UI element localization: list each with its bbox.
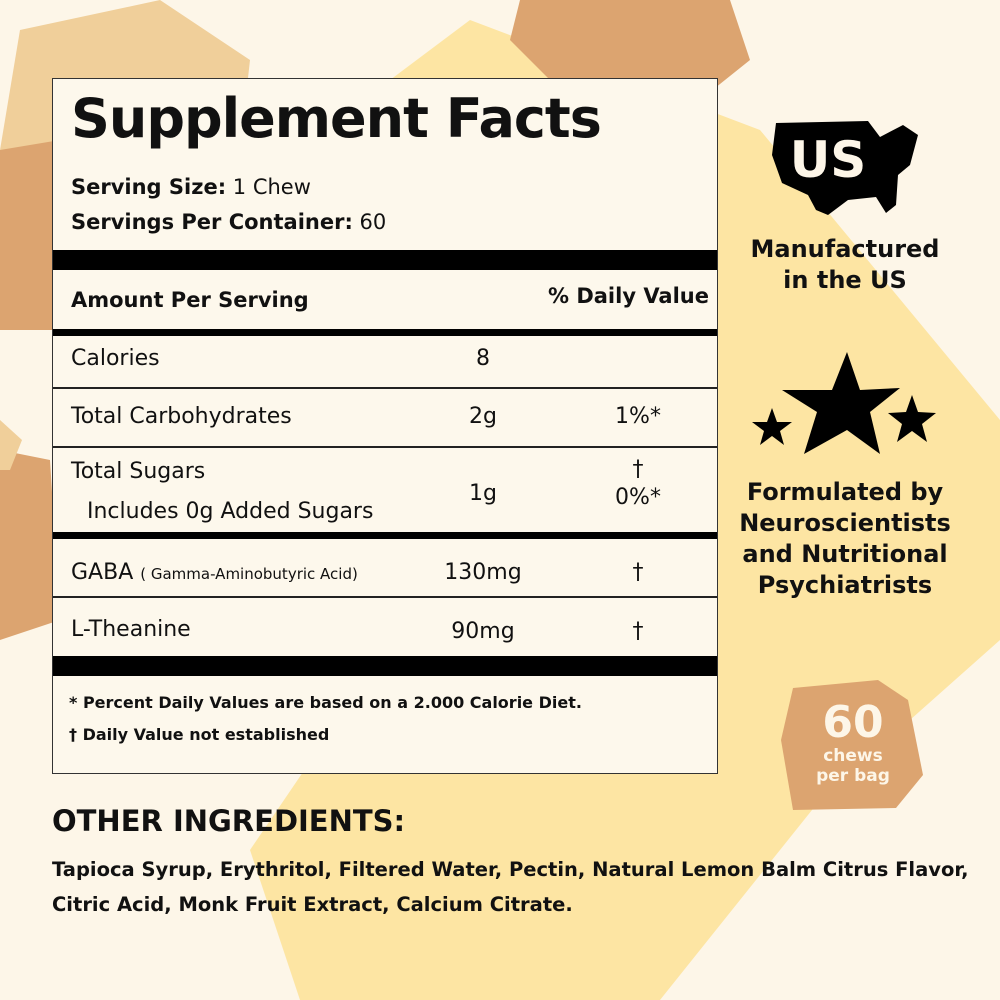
count-number: 60	[822, 697, 884, 748]
formulated-line: and Nutritional	[742, 540, 948, 568]
row-gaba-name: GABA ( Gamma-Aminobutyric Acid)	[71, 560, 358, 585]
thick-divider	[53, 250, 717, 270]
other-ingredients-heading: OTHER INGREDIENTS:	[52, 804, 406, 838]
us-map-icon: US	[772, 121, 918, 215]
row-carbs-name: Total Carbohydrates	[71, 404, 292, 429]
stars-icon	[752, 352, 936, 454]
count-line: per bag	[816, 766, 890, 786]
row-divider	[53, 596, 717, 598]
formulated-badge: Formulated by Neuroscientists and Nutrit…	[715, 477, 975, 601]
row-added-sugars: Includes 0g Added Sugars	[87, 499, 374, 524]
supplement-facts-panel: Supplement Facts Serving Size: 1 Chew Se…	[52, 78, 718, 774]
manufactured-badge: Manufactured in the US	[715, 234, 975, 296]
footnote-percent: * Percent Daily Values are based on a 2.…	[69, 693, 582, 712]
formulated-line: Formulated by	[746, 478, 944, 506]
thick-divider	[53, 656, 717, 676]
gaba-note: ( Gamma-Aminobutyric Acid)	[140, 565, 358, 583]
manufactured-line: in the US	[783, 266, 907, 294]
servings-label: Servings Per Container:	[71, 210, 353, 234]
formulated-line: Neuroscientists	[739, 509, 951, 537]
other-ingredients-text: Tapioca Syrup, Erythritol, Filtered Wate…	[52, 858, 969, 916]
serving-size-value: 1 Chew	[232, 175, 311, 199]
medium-divider	[53, 329, 717, 336]
row-gaba-dv: †	[632, 560, 644, 585]
row-divider	[53, 446, 717, 448]
count-badge: 60 chews per bag	[778, 697, 928, 787]
serving-size-label: Serving Size:	[71, 175, 227, 199]
formulated-line: Psychiatrists	[757, 571, 933, 599]
row-sugars-name: Total Sugars	[71, 459, 206, 484]
manufactured-line: Manufactured	[750, 235, 940, 263]
row-divider	[53, 387, 717, 389]
row-theanine-amount: 90mg	[451, 619, 515, 644]
header-daily-value: % Daily Value	[547, 284, 709, 308]
row-sugars-dv: †	[632, 457, 644, 482]
row-theanine-name: L-Theanine	[71, 617, 191, 642]
row-carbs-amount: 2g	[469, 404, 497, 429]
header-amount: Amount Per Serving	[71, 288, 309, 312]
facts-title: Supplement Facts	[71, 87, 602, 150]
gaba-label: GABA	[71, 560, 134, 585]
row-calories-amount: 8	[476, 346, 490, 371]
servings-per-container: Servings Per Container: 60	[71, 210, 386, 234]
footnote-dagger: † Daily Value not established	[69, 725, 330, 744]
serving-size: Serving Size: 1 Chew	[71, 175, 311, 199]
count-line: chews	[823, 746, 883, 766]
row-calories-name: Calories	[71, 346, 160, 371]
row-gaba-amount: 130mg	[444, 560, 522, 585]
row-added-sugars-dv: 0%*	[615, 485, 661, 510]
row-carbs-dv: 1%*	[615, 404, 661, 429]
row-sugars-amount: 1g	[469, 481, 497, 506]
row-theanine-dv: †	[632, 619, 644, 644]
count-badge-shape	[781, 680, 923, 810]
medium-divider	[53, 532, 717, 539]
servings-value: 60	[359, 210, 387, 234]
us-icon-text: US	[790, 131, 867, 189]
